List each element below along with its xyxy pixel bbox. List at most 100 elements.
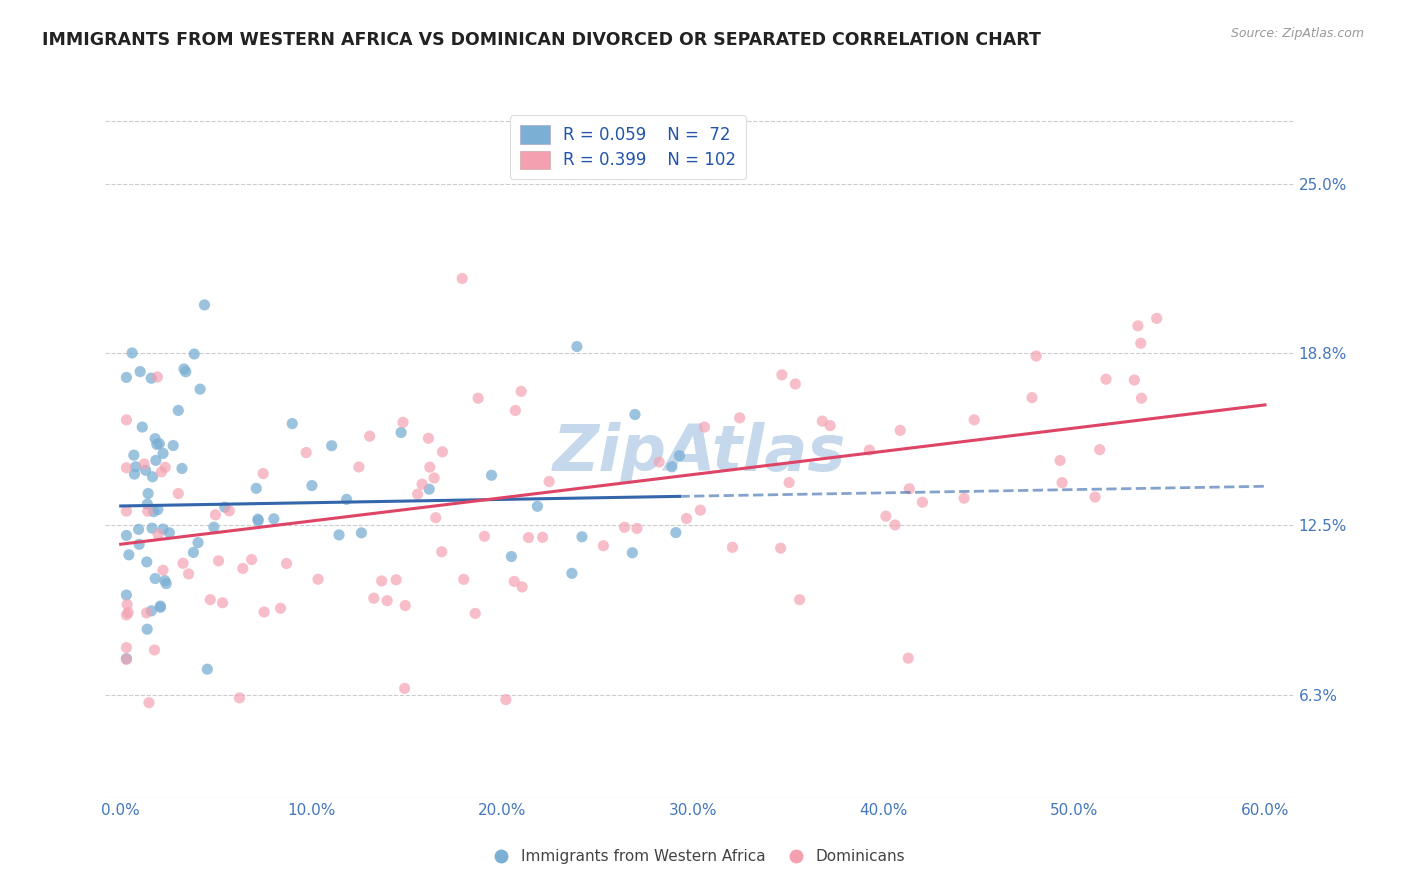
Point [146, 527, 169, 541]
Point [135, 463, 157, 477]
Point [149, 599, 172, 613]
Point [129, 365, 152, 379]
Point [155, 576, 177, 591]
Point [363, 591, 385, 606]
Point [295, 445, 318, 459]
Point [207, 554, 229, 568]
Point [195, 662, 218, 676]
Point [561, 566, 583, 581]
Point [769, 541, 792, 556]
Point [778, 475, 800, 490]
Point [128, 537, 150, 551]
Point [200, 592, 222, 607]
Point [115, 651, 138, 665]
Point [474, 529, 496, 543]
Point [375, 593, 398, 607]
Point [430, 545, 453, 559]
Point [135, 555, 157, 569]
Point [172, 556, 194, 570]
Point [240, 552, 263, 566]
Point [818, 418, 841, 433]
Point [889, 423, 911, 437]
Point [675, 511, 697, 525]
Point [281, 417, 304, 431]
Point [118, 548, 141, 562]
Point [269, 601, 291, 615]
Point [204, 508, 226, 522]
Point [141, 371, 163, 385]
Point [668, 449, 690, 463]
Point [153, 460, 176, 475]
Point [538, 475, 561, 489]
Point [141, 469, 163, 483]
Point [423, 471, 446, 485]
Point [135, 606, 157, 620]
Point [183, 347, 205, 361]
Point [121, 346, 143, 360]
Point [263, 512, 285, 526]
Point [531, 530, 554, 544]
Point [481, 468, 503, 483]
Point [115, 413, 138, 427]
Point [247, 514, 270, 528]
Point [115, 528, 138, 542]
Point [117, 606, 139, 620]
Point [1021, 391, 1043, 405]
Point [624, 408, 647, 422]
Point [115, 504, 138, 518]
Point [501, 549, 523, 564]
Point [505, 403, 527, 417]
Point [389, 425, 412, 440]
Point [136, 504, 159, 518]
Point [1126, 318, 1149, 333]
Point [693, 420, 716, 434]
Point [152, 446, 174, 460]
Point [1130, 391, 1153, 405]
Point [174, 365, 197, 379]
Point [510, 384, 533, 399]
Point [145, 453, 167, 467]
Point [789, 592, 811, 607]
Point [136, 622, 159, 636]
Point [406, 487, 429, 501]
Point [143, 432, 166, 446]
Point [592, 539, 614, 553]
Point [467, 391, 489, 405]
Point [392, 415, 415, 429]
Point [897, 651, 920, 665]
Point [115, 598, 138, 612]
Point [394, 681, 416, 696]
Point [131, 420, 153, 434]
Text: Source: ZipAtlas.com: Source: ZipAtlas.com [1230, 27, 1364, 40]
Point [162, 438, 184, 452]
Point [1025, 349, 1047, 363]
Point [152, 522, 174, 536]
Point [141, 521, 163, 535]
Point [115, 607, 138, 622]
Point [785, 376, 807, 391]
Point [898, 482, 921, 496]
Point [721, 541, 744, 555]
Point [125, 459, 148, 474]
Point [626, 521, 648, 535]
Point [146, 502, 169, 516]
Point [167, 486, 190, 500]
Point [173, 362, 195, 376]
Point [167, 403, 190, 417]
Point [148, 436, 170, 450]
Point [134, 457, 156, 471]
Point [453, 572, 475, 586]
Point [150, 465, 173, 479]
Point [425, 510, 447, 524]
Point [419, 460, 441, 475]
Point [385, 573, 408, 587]
Point [228, 690, 250, 705]
Point [246, 512, 269, 526]
Point [1129, 336, 1152, 351]
Point [115, 370, 138, 384]
Point [661, 459, 683, 474]
Point [1123, 373, 1146, 387]
Point [1146, 311, 1168, 326]
Point [321, 439, 343, 453]
Point [136, 497, 159, 511]
